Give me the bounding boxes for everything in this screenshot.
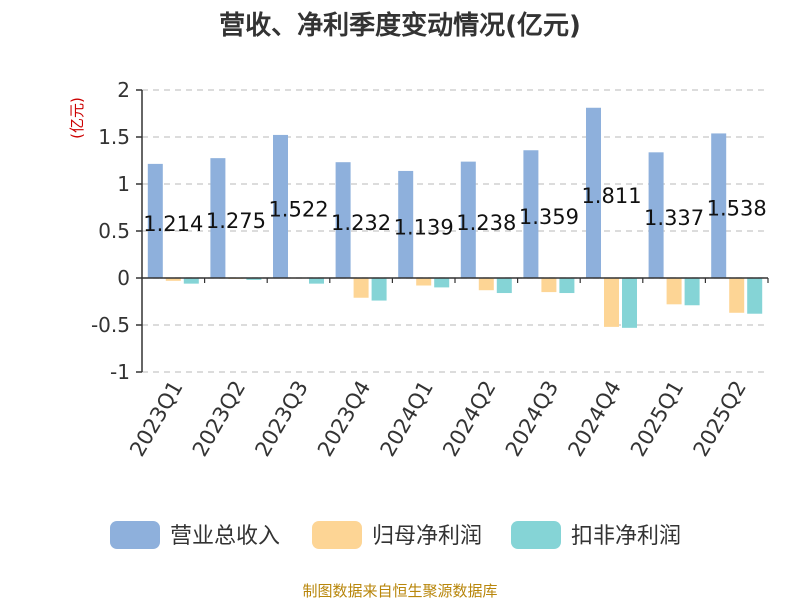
x-tick-label: 2023Q4 [313, 377, 375, 461]
x-tick-label: 2025Q2 [689, 377, 751, 461]
bar-series-1 [666, 278, 682, 305]
y-tick-label: 0.5 [98, 219, 130, 243]
bar-series-1 [353, 278, 369, 298]
bar-series-0 [273, 134, 288, 278]
bars [147, 107, 763, 328]
x-tick-label: 2023Q1 [125, 377, 187, 461]
data-label: 1.139 [394, 215, 454, 239]
legend: 营业总收入 归母净利润 扣非净利润 [110, 521, 681, 549]
legend-label: 归母净利润 [372, 524, 482, 549]
bar-series-1 [478, 278, 494, 291]
bar-series-1 [541, 278, 557, 293]
data-label: 1.337 [644, 206, 704, 230]
bar-series-1 [604, 278, 619, 327]
x-tick-label: 2024Q1 [376, 377, 438, 461]
bar-series-0 [460, 161, 476, 278]
legend-label: 扣非净利润 [571, 524, 681, 549]
bar-series-2 [684, 278, 700, 306]
bar-series-2 [496, 278, 512, 294]
legend-swatch [511, 521, 561, 549]
source-footer: 制图数据来自恒生聚源数据库 [302, 582, 497, 600]
y-tick-label: 1.5 [98, 125, 130, 149]
y-axis-label: (亿元) [68, 97, 86, 139]
bar-series-1 [416, 278, 432, 286]
data-label: 1.214 [143, 212, 203, 236]
y-tick-label: 1 [117, 172, 130, 196]
x-tick-label: 2024Q3 [501, 377, 563, 461]
bar-series-2 [622, 278, 637, 328]
y-tick-label: 2 [117, 78, 130, 102]
bar-series-2 [309, 278, 324, 284]
bar-series-0 [335, 162, 351, 278]
bar-series-2 [183, 278, 199, 284]
bar-series-0 [586, 107, 601, 279]
x-tick-label: 2023Q2 [188, 377, 250, 461]
bar-series-0 [711, 133, 727, 278]
bar-series-1 [165, 278, 181, 281]
data-label: 1.275 [206, 209, 266, 233]
bar-series-2 [371, 278, 387, 301]
data-label: 1.238 [456, 211, 516, 235]
data-label: 1.359 [519, 205, 579, 229]
x-tick-label: 2024Q2 [438, 377, 500, 461]
x-tick-label: 2025Q1 [626, 377, 688, 461]
y-tick-label: -1 [110, 360, 130, 384]
bar-series-0 [147, 163, 163, 278]
chart-title: 营收、净利季度变动情况(亿元) [219, 10, 581, 41]
data-label: 1.538 [707, 197, 767, 221]
legend-swatch [312, 521, 362, 549]
legend-swatch [110, 521, 160, 549]
x-tick-label: 2023Q3 [250, 377, 312, 461]
bar-series-2 [246, 278, 262, 280]
legend-label: 营业总收入 [170, 524, 280, 549]
y-tick-label: 0 [117, 266, 130, 290]
data-label: 1.811 [581, 184, 641, 208]
y-tick-label: -0.5 [91, 313, 130, 337]
bar-series-0 [210, 158, 226, 278]
bar-series-0 [398, 170, 414, 278]
x-tick-label: 2024Q4 [563, 377, 625, 461]
data-label: 1.232 [331, 211, 391, 235]
bar-series-1 [729, 278, 745, 313]
bar-series-0 [523, 150, 539, 278]
bar-series-2 [559, 278, 575, 294]
bar-series-2 [747, 278, 763, 314]
bar-series-0 [648, 152, 664, 278]
bar-series-2 [434, 278, 450, 288]
data-label: 1.522 [268, 197, 328, 221]
